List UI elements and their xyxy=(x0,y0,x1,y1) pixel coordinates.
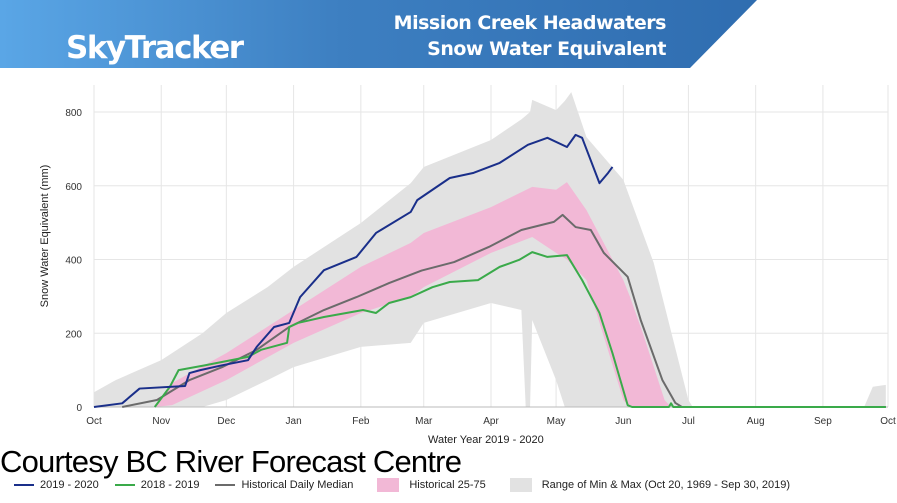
series-line-2019-2020 xyxy=(93,133,614,408)
y-tick-label: 0 xyxy=(76,403,82,414)
x-tick-label: Aug xyxy=(747,416,765,427)
legend: 2019 - 2020 2018 - 2019 Historical Daily… xyxy=(14,478,806,492)
x-tick-label: Jan xyxy=(286,416,302,427)
y-axis-label: Snow Water Equivalent (mm) xyxy=(39,164,51,308)
legend-label: Historical Daily Median xyxy=(241,479,354,491)
x-tick-label: Sep xyxy=(814,416,832,427)
y-tick-label: 400 xyxy=(65,256,82,267)
legend-swatch xyxy=(114,484,135,486)
chart-title-line1: Mission Creek Headwaters xyxy=(393,12,667,34)
x-tick-label: Nov xyxy=(152,416,170,427)
header-banner xyxy=(0,0,757,68)
legend-label: 2018 - 2019 xyxy=(140,479,200,491)
legend-label: Range of Min & Max (Oct 20, 1969 - Sep 3… xyxy=(541,479,790,491)
y-tick-label: 600 xyxy=(65,182,82,193)
x-tick-label: Jul xyxy=(682,416,695,427)
x-tick-label: Oct xyxy=(86,416,102,427)
band-historical-25-75 xyxy=(154,182,672,407)
legend-swatch xyxy=(509,478,532,492)
legend-item-2018-2019: 2018 - 2019 xyxy=(114,479,200,491)
x-tick-label: Feb xyxy=(352,416,370,427)
x-tick-label: Oct xyxy=(880,416,896,427)
legend-label: Historical 25-75 xyxy=(409,479,486,491)
x-tick-label: Dec xyxy=(217,416,235,427)
credit-caption: Courtesy BC River Forecast Centre xyxy=(0,444,462,479)
legend-swatch xyxy=(215,484,236,486)
x-tick-label: Mar xyxy=(415,416,433,427)
x-tick-label: Jun xyxy=(615,416,631,427)
y-tick-label: 800 xyxy=(65,108,82,119)
legend-item-range: Range of Min & Max (Oct 20, 1969 - Sep 3… xyxy=(509,478,790,492)
legend-item-2019-2020: 2019 - 2020 xyxy=(14,479,99,491)
y-tick-label: 200 xyxy=(65,329,82,340)
legend-swatch xyxy=(377,478,400,492)
x-tick-label: Apr xyxy=(483,416,499,427)
legend-item-25-75: Historical 25-75 xyxy=(377,478,486,492)
x-axis-label: Water Year 2019 - 2020 xyxy=(428,434,544,446)
skytracker-logo: SkyTracker xyxy=(66,30,244,66)
series-line-historical-daily-median xyxy=(122,213,886,408)
legend-label: 2019 - 2020 xyxy=(40,479,99,491)
legend-swatch xyxy=(14,484,34,486)
legend-item-median: Historical Daily Median xyxy=(215,479,353,491)
x-tick-label: May xyxy=(547,416,566,427)
chart-title-line2: Snow Water Equivalent xyxy=(427,38,666,60)
